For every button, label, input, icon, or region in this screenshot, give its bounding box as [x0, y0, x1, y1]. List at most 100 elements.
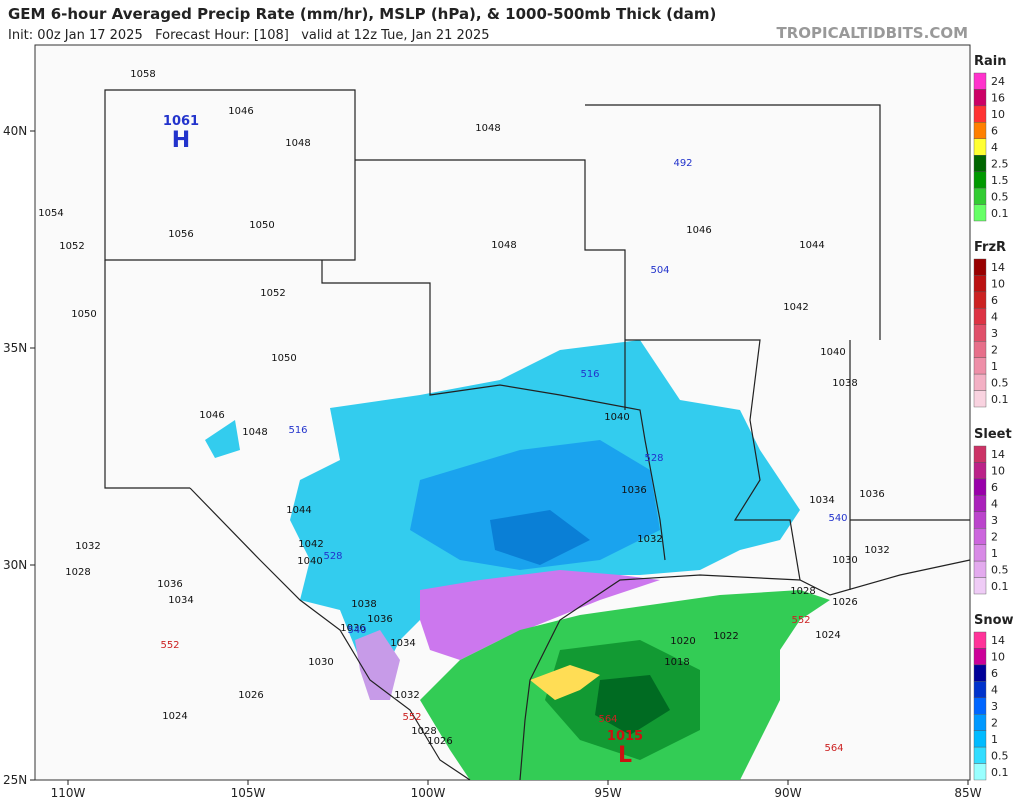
- contour-label: 540: [828, 513, 847, 524]
- legend-label: 2.5: [991, 157, 1009, 170]
- legend-label: 2: [991, 530, 998, 543]
- legend-title: Snow: [974, 613, 1014, 628]
- contour-label: 1034: [390, 638, 415, 649]
- pressure-value: 1061: [163, 114, 199, 129]
- legend-label: 1: [991, 547, 998, 560]
- legend-label: 3: [991, 514, 998, 527]
- contour-label: 1028: [65, 567, 90, 578]
- legend-title: Sleet: [974, 427, 1012, 442]
- legend-label: 0.1: [991, 393, 1009, 406]
- legend-swatch: [973, 204, 987, 222]
- contour-label: 1034: [168, 595, 193, 606]
- legend-label: 6: [991, 125, 998, 138]
- legend-label: 0.5: [991, 563, 1009, 576]
- legend-swatch: [973, 445, 987, 463]
- legend-label: 3: [991, 327, 998, 340]
- legend-label: 10: [991, 108, 1005, 121]
- legend-label: 10: [991, 465, 1005, 478]
- contour-label: 1044: [286, 505, 311, 516]
- legend-label: 4: [991, 684, 998, 697]
- contour-label: 1020: [670, 636, 695, 647]
- legend-label: 0.1: [991, 766, 1009, 779]
- legend-title: FrzR: [974, 240, 1006, 255]
- legend-label: 0.1: [991, 580, 1009, 593]
- contour-labels: 1058 1046 1048 1048 492 1054 1052 1056 1050 1048 1…: [38, 69, 889, 754]
- legend-swatch: [973, 89, 987, 107]
- contour-label: 1044: [799, 240, 824, 251]
- legend-swatch: [973, 390, 987, 408]
- subtitle: Init: 00z Jan 17 2025 Forecast Hour: [10…: [8, 28, 490, 43]
- contour-label: 1036: [157, 579, 182, 590]
- watermark: TROPICALTIDBITS.COM: [777, 24, 969, 42]
- contour-label: 1026: [832, 597, 857, 608]
- contour-label: 1050: [271, 353, 296, 364]
- legend-label: 10: [991, 278, 1005, 291]
- pressure-letter: H: [172, 128, 190, 153]
- contour-label: 1032: [864, 545, 889, 556]
- legend-label: 2: [991, 343, 998, 356]
- legend-swatch: [973, 72, 987, 90]
- legend-swatch: [973, 730, 987, 748]
- contour-label: 492: [673, 158, 692, 169]
- legend-label: 16: [991, 92, 1005, 105]
- contour-label: 540: [347, 625, 366, 636]
- contour-label: 1024: [815, 630, 840, 641]
- legend-label: 0.5: [991, 190, 1009, 203]
- contour-label: 1058: [130, 69, 155, 80]
- contour-label: 1040: [297, 556, 322, 567]
- legend-swatch: [973, 664, 987, 682]
- legend-swatch: [973, 560, 987, 578]
- contour-label: 564: [824, 743, 843, 754]
- contour-label: 1034: [809, 495, 834, 506]
- contour-label: 552: [160, 640, 179, 651]
- contour-label: 564: [598, 714, 617, 725]
- legend-label: 4: [991, 498, 998, 511]
- legend-label: 14: [991, 261, 1005, 274]
- lat-label: 30N: [3, 558, 27, 572]
- legend-swatch: [973, 544, 987, 562]
- contour-label: 528: [644, 453, 663, 464]
- contour-label: 1038: [351, 599, 376, 610]
- legend-swatch: [973, 681, 987, 698]
- legend-swatch: [973, 511, 987, 529]
- contour-label: 1028: [790, 586, 815, 597]
- legend-swatch: [973, 714, 987, 731]
- legend-swatch: [973, 324, 987, 342]
- legend-label: 4: [991, 311, 998, 324]
- lat-label: 35N: [3, 341, 27, 355]
- legend-label: 0.1: [991, 207, 1009, 220]
- legend-swatch: [973, 631, 987, 649]
- legend-label: 10: [991, 651, 1005, 664]
- legend-label: 6: [991, 294, 998, 307]
- legend-swatch: [973, 155, 987, 172]
- lon-label: 105W: [231, 786, 266, 800]
- contour-label: 1032: [394, 690, 419, 701]
- legend-swatch: [973, 187, 987, 205]
- legend-swatch: [973, 258, 987, 276]
- legend-label: 0.5: [991, 749, 1009, 762]
- contour-label: 1036: [340, 623, 365, 634]
- contour-label: 1036: [367, 614, 392, 625]
- legend-swatch: [973, 495, 987, 512]
- contour-label: 1022: [713, 631, 738, 642]
- lon-label: 100W: [411, 786, 446, 800]
- legend-swatch: [973, 648, 987, 666]
- contour-label: 1052: [260, 288, 285, 299]
- contour-label: 1038: [832, 378, 857, 389]
- legend-swatch: [973, 528, 987, 545]
- map-area: [34, 44, 971, 781]
- legend-label: 4: [991, 141, 998, 154]
- contour-label: 1036: [621, 485, 646, 496]
- lat-label: 25N: [3, 773, 27, 787]
- contour-label: 1042: [783, 302, 808, 313]
- contour-label: 1046: [199, 410, 224, 421]
- legend-swatch: [973, 291, 987, 309]
- legend-swatch: [973, 341, 987, 358]
- contour-label: 1048: [475, 123, 500, 134]
- title: GEM 6-hour Averaged Precip Rate (mm/hr),…: [8, 5, 716, 23]
- contour-label: 1040: [820, 347, 845, 358]
- contour-label: 528: [323, 551, 342, 562]
- contour-label: 1032: [75, 541, 100, 552]
- contour-label: 552: [791, 615, 810, 626]
- legend-label: 14: [991, 448, 1005, 461]
